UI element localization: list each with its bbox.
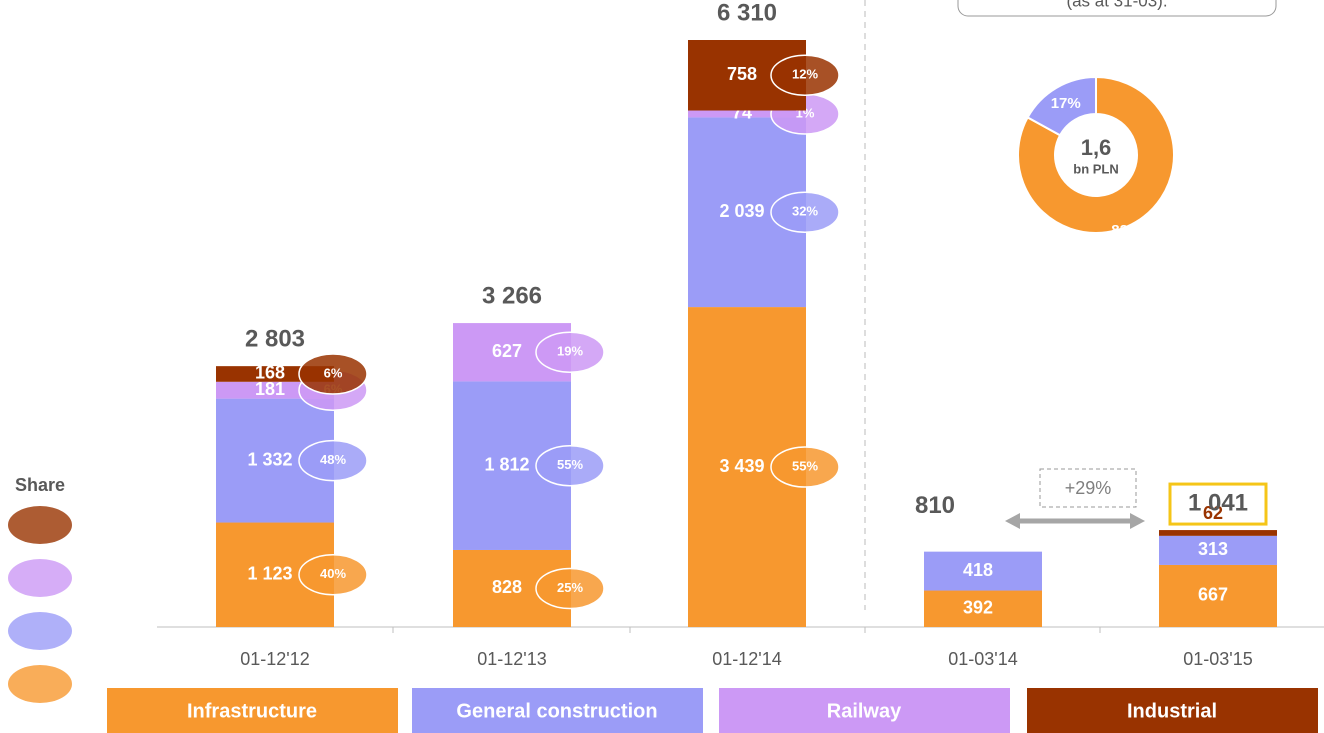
share-bubble — [298, 439, 368, 482]
note: (as at 31-03). — [1066, 0, 1167, 10]
donut-label: 83% — [1111, 222, 1141, 239]
share-bubble — [535, 444, 605, 487]
donut-label: 17% — [1051, 95, 1081, 112]
x-tick-label: 01-12'13 — [477, 649, 547, 669]
share-bubble — [535, 331, 605, 373]
share-label: 12% — [792, 67, 818, 82]
value-label: 2 039 — [719, 201, 764, 221]
value-label: 392 — [963, 598, 993, 618]
note-box — [957, 0, 1277, 17]
share-label: 55% — [557, 457, 583, 472]
total-label: 3 266 — [482, 282, 542, 309]
legend-label: Infrastructure — [187, 700, 317, 722]
share-legend-mark — [8, 559, 72, 597]
share-label: 40% — [320, 566, 346, 581]
arrow-head — [1005, 513, 1020, 529]
x-tick-label: 01-12'12 — [240, 649, 310, 669]
value-label: 627 — [492, 341, 522, 361]
value-label: 181 — [255, 379, 285, 399]
value-label: 1 332 — [247, 449, 292, 469]
share-bubble — [770, 191, 840, 233]
value-label: 828 — [492, 577, 522, 597]
share-bubble — [770, 446, 840, 488]
value-label: 1 123 — [247, 564, 292, 584]
share-label: 48% — [320, 452, 346, 467]
legend-swatch — [1027, 688, 1318, 733]
share-label: 55% — [792, 458, 818, 473]
share-bubble — [298, 353, 368, 395]
bar-segment — [1159, 530, 1277, 536]
total-label: 2 803 — [245, 325, 305, 352]
value-label: 667 — [1198, 585, 1228, 605]
share-legend-mark — [8, 506, 72, 544]
legend-swatch — [107, 688, 398, 733]
share-bubble — [298, 554, 368, 596]
donut-slice — [1026, 75, 1097, 137]
bar-segment — [1159, 564, 1277, 627]
share-bubble — [770, 54, 840, 97]
change-annotation: +29% — [1065, 478, 1112, 498]
bar-segment — [924, 551, 1042, 591]
share-label: 25% — [557, 580, 583, 595]
total-label: 810 — [915, 492, 955, 519]
legend-label: General construction — [456, 700, 657, 722]
legend-swatch — [412, 688, 703, 733]
arrow-head — [1130, 513, 1145, 529]
value-label: 62 — [1203, 503, 1223, 523]
value-label: 313 — [1198, 539, 1228, 559]
x-tick-label: 01-03'14 — [948, 649, 1018, 669]
value-label: 1 812 — [484, 454, 529, 474]
donut-slice — [1017, 75, 1175, 234]
x-tick-label: 01-03'15 — [1183, 649, 1253, 669]
bar-segment — [1159, 535, 1277, 565]
total-label: 1 041 — [1188, 489, 1248, 516]
share-label: 6% — [324, 365, 343, 380]
share-label: 32% — [792, 204, 818, 219]
value-label: 168 — [255, 363, 285, 383]
total-label: 6 310 — [717, 0, 777, 26]
donut-center-value: 1,6 — [1081, 135, 1112, 160]
share-bubble — [535, 567, 605, 610]
bar-segment — [688, 110, 806, 118]
value-label: 758 — [727, 64, 757, 84]
share-title: Share — [15, 475, 65, 495]
highlight-box — [1168, 482, 1268, 526]
share-label: 19% — [557, 344, 583, 359]
share-legend-mark — [8, 612, 72, 650]
legend-label: Industrial — [1127, 700, 1217, 722]
x-tick-label: 01-12'14 — [712, 649, 782, 669]
legend-swatch — [719, 688, 1010, 733]
donut-center-unit: bn PLN — [1073, 161, 1119, 176]
legend-label: Railway — [827, 700, 902, 722]
value-label: 3 439 — [719, 456, 764, 476]
share-legend-mark — [8, 665, 72, 703]
change-box — [1039, 468, 1137, 508]
bar-segment — [924, 590, 1042, 627]
value-label: 418 — [963, 560, 993, 580]
